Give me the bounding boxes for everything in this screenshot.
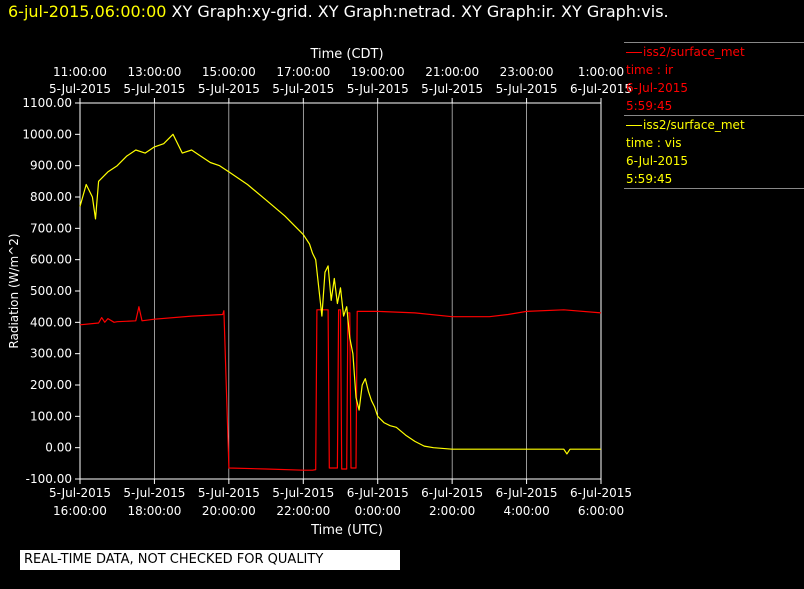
x-tick-label-date: 5-Jul-2015: [123, 486, 185, 500]
graph-titles: XY Graph:xy-grid. XY Graph:netrad. XY Gr…: [171, 2, 669, 21]
grid-layer: [154, 103, 527, 479]
legend-field: time : vis: [626, 136, 682, 150]
legend: iss2/surface_met time : ir 6-Jul-2015 5:…: [624, 42, 804, 189]
x-top-tick-label-date: 5-Jul-2015: [496, 82, 558, 96]
x-tick-label-date: 6-Jul-2015: [421, 486, 483, 500]
y-tick-label: 600.00: [30, 253, 72, 267]
x-tick-label-date: 6-Jul-2015: [496, 486, 558, 500]
x-tick-label-time: 16:00:00: [53, 504, 107, 518]
legend-station: iss2/surface_met: [643, 118, 745, 132]
series-line-ir: [79, 306, 602, 471]
y-tick-label: 0.00: [45, 441, 72, 455]
x-tick-label-time: 18:00:00: [127, 504, 181, 518]
y-tick-label: 300.00: [30, 347, 72, 361]
y-axis-label: Radiation (W/m^2): [7, 233, 21, 348]
x-tick-label-date: 5-Jul-2015: [198, 486, 260, 500]
y-tick-label: 400.00: [30, 315, 72, 329]
legend-time: 5:59:45: [626, 172, 673, 186]
axis-layer: 1100.00 1000.00 900.00 800.00 700.00 600.00 50…: [22, 65, 632, 518]
x-tick-label-date: 5-Jul-2015: [49, 486, 111, 500]
x-tick-label-date: 6-Jul-2015: [347, 486, 409, 500]
x-tick-label-time: 20:00:00: [202, 504, 256, 518]
legend-field: time : ir: [626, 63, 674, 77]
x-top-tick-label-time: 1:00:00: [578, 65, 624, 79]
legend-divider: [624, 188, 804, 189]
x-top-tick-label-time: 13:00:00: [127, 65, 181, 79]
x-top-tick-label-time: 21:00:00: [425, 65, 479, 79]
x-tick-label-time: 4:00:00: [503, 504, 549, 518]
x-top-tick-label-date: 5-Jul-2015: [347, 82, 409, 96]
legend-time: 5:59:45: [626, 99, 673, 113]
x-tick-label-time: 6:00:00: [578, 504, 624, 518]
y-tick-label: 500.00: [30, 284, 72, 298]
x-top-tick-label-date: 5-Jul-2015: [421, 82, 483, 96]
x-axis-label-bottom: Time (UTC): [310, 523, 383, 538]
y-tick-label: 900.00: [30, 159, 72, 173]
y-tick-label: 1100.00: [22, 96, 72, 110]
legend-line-icon: [626, 125, 642, 126]
legend-date: 6-Jul-2015: [626, 81, 688, 95]
x-top-tick-label-date: 5-Jul-2015: [272, 82, 334, 96]
y-tick-label: 700.00: [30, 221, 72, 235]
legend-date: 6-Jul-2015: [626, 154, 688, 168]
x-top-tick-label-time: 19:00:00: [351, 65, 405, 79]
x-tick-label-time: 0:00:00: [355, 504, 401, 518]
timestamp: 6-jul-2015,06:00:00: [8, 2, 167, 21]
x-top-tick-label-time: 15:00:00: [202, 65, 256, 79]
series-line-vis: [79, 133, 601, 455]
legend-item-vis: iss2/surface_met time : vis 6-Jul-2015 5…: [624, 115, 804, 188]
x-top-tick-label-time: 23:00:00: [500, 65, 554, 79]
legend-line-icon: [626, 52, 642, 53]
x-tick-label-time: 22:00:00: [276, 504, 330, 518]
x-top-tick-label-date: 5-Jul-2015: [49, 82, 111, 96]
y-tick-label: 200.00: [30, 378, 72, 392]
x-tick-label-date: 6-Jul-2015: [570, 486, 632, 500]
legend-item-ir: iss2/surface_met time : ir 6-Jul-2015 5:…: [624, 42, 804, 115]
quality-notice: REAL-TIME DATA, NOT CHECKED FOR QUALITY: [20, 550, 400, 570]
y-tick-label: 100.00: [30, 409, 72, 423]
x-top-tick-label-date: 6-Jul-2015: [570, 82, 632, 96]
series-layer: [79, 133, 602, 471]
x-tick-label-date: 5-Jul-2015: [272, 486, 334, 500]
x-top-tick-label-date: 5-Jul-2015: [198, 82, 260, 96]
x-top-tick-label-date: 5-Jul-2015: [123, 82, 185, 96]
y-tick-label: 1000.00: [22, 127, 72, 141]
y-tick-label: -100.00: [26, 472, 72, 486]
y-tick-label: 800.00: [30, 190, 72, 204]
x-axis-label-top: Time (CDT): [309, 47, 383, 62]
x-top-tick-label-time: 11:00:00: [53, 65, 107, 79]
legend-station: iss2/surface_met: [643, 45, 745, 59]
x-top-tick-label-time: 17:00:00: [276, 65, 330, 79]
x-tick-label-time: 2:00:00: [429, 504, 475, 518]
graph-header: 6-jul-2015,06:00:00 XY Graph:xy-grid. XY…: [8, 2, 669, 21]
